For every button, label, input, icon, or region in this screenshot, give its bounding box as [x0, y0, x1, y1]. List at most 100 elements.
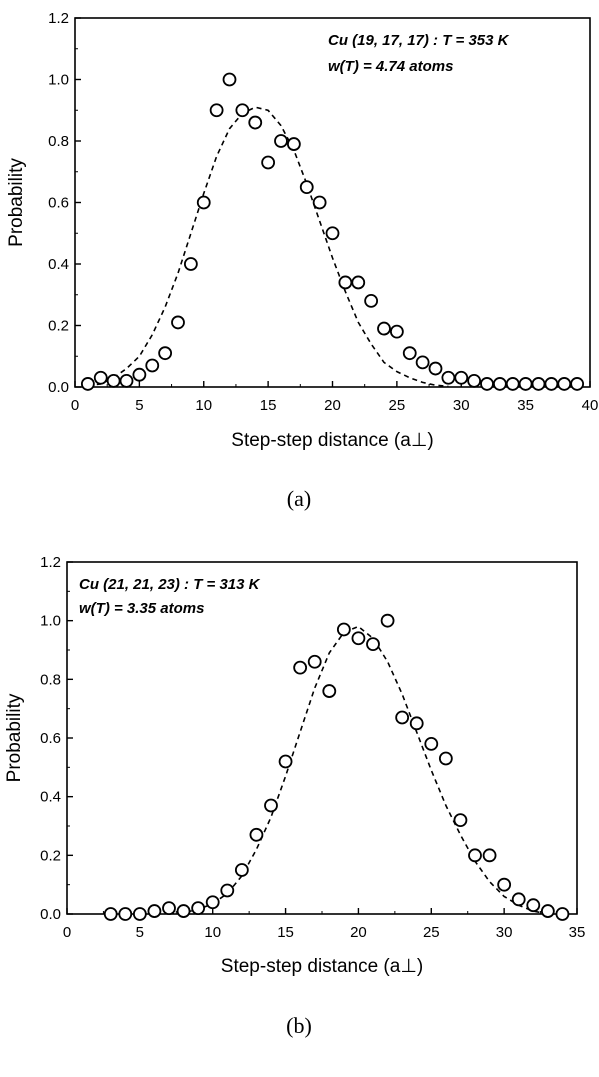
x-axis-label: Step-step distance (a⊥)	[231, 430, 433, 451]
data-point	[261, 155, 276, 170]
data-point	[380, 613, 395, 628]
data-point	[389, 324, 404, 339]
x-tick-label: 20	[324, 397, 341, 414]
data-point	[468, 848, 482, 863]
annotation-text: w(T) = 4.74 atoms	[328, 58, 453, 75]
data-point	[264, 798, 278, 813]
data-point	[191, 901, 206, 916]
y-tick-label: 1.0	[48, 72, 69, 89]
data-point	[183, 257, 198, 271]
data-point	[540, 904, 555, 918]
data-point	[454, 370, 469, 385]
data-point	[274, 134, 288, 148]
chart-panel-b: 0 5 10 15 20 25 30 35 0.0 0.2 0.4 0.6 0.8 1.0 1.2 Step-…	[4, 554, 585, 1038]
data-point	[511, 892, 526, 907]
data-point	[351, 275, 366, 290]
data-point	[118, 907, 133, 921]
x-tick-label: 0	[71, 397, 79, 414]
x-tick-label: 5	[135, 397, 143, 414]
data-point	[249, 827, 264, 842]
data-point	[505, 377, 520, 391]
y-tick-label: 0.2	[48, 318, 69, 335]
data-point	[518, 377, 533, 391]
data-point	[482, 848, 497, 863]
data-point	[438, 751, 453, 766]
chart-panel-a: 0 5 10 15 20 25 30 35 40 0.0 0.2 0.4 0.6 0.8 1.0 1.2 Ste…	[6, 10, 598, 511]
data-point	[570, 377, 585, 391]
y-tick-label: 1.2	[48, 10, 69, 27]
data-point	[147, 904, 162, 918]
y-tick-label: 0.8	[48, 133, 69, 150]
data-point	[322, 684, 337, 698]
x-tick-label: 35	[517, 397, 534, 414]
data-point	[132, 367, 147, 382]
data-point	[402, 346, 417, 361]
annotation-text: w(T) = 3.35 atoms	[79, 600, 204, 617]
data-point	[196, 195, 211, 210]
y-tick-label: 0.8	[40, 671, 61, 688]
y-tick-label: 0.4	[40, 789, 61, 806]
x-tick-label: 25	[389, 397, 406, 414]
x-tick-label: 30	[453, 397, 470, 414]
data-point	[103, 907, 118, 921]
x-tick-label: 30	[496, 924, 513, 941]
y-tick-label: 0.6	[48, 195, 69, 212]
data-point	[467, 373, 482, 388]
data-point	[325, 226, 340, 241]
data-point	[248, 115, 263, 130]
data-point	[555, 907, 570, 921]
y-tick-label: 1.2	[40, 554, 61, 571]
data-point	[312, 195, 327, 210]
x-tick-label: 40	[582, 397, 599, 414]
fit-curve	[168, 625, 549, 915]
x-tick-label: 15	[277, 924, 294, 941]
data-point	[307, 654, 322, 669]
annotation-text: Cu (19, 17, 17) : T = 353 K	[328, 32, 510, 49]
data-point	[119, 373, 134, 388]
panel-caption: (a)	[287, 486, 311, 511]
data-point	[299, 180, 314, 195]
data-point	[278, 754, 293, 769]
data-point	[453, 813, 468, 828]
x-tick-label: 10	[204, 924, 221, 941]
y-tick-label: 0.6	[40, 730, 61, 747]
y-tick-label: 0.4	[48, 256, 69, 273]
data-point	[106, 373, 121, 388]
data-point	[557, 377, 572, 391]
data-point	[220, 883, 235, 898]
data-point	[377, 321, 391, 336]
x-tick-label: 25	[423, 924, 440, 941]
data-point	[366, 637, 380, 652]
y-axis-label: Probability	[4, 693, 25, 782]
y-tick-label: 0.0	[40, 906, 61, 923]
data-point	[415, 355, 430, 370]
data-point	[158, 346, 173, 361]
data-point	[222, 72, 237, 87]
data-point	[544, 377, 559, 391]
x-tick-label: 20	[350, 924, 367, 941]
panel-caption: (b)	[286, 1013, 312, 1038]
data-point	[235, 103, 250, 118]
data-point	[351, 631, 366, 646]
data-point	[145, 358, 160, 373]
data-point	[492, 377, 507, 391]
x-tick-label: 5	[136, 924, 144, 941]
data-point	[171, 315, 185, 330]
x-tick-label: 15	[260, 397, 277, 414]
x-tick-label: 35	[569, 924, 586, 941]
data-point	[497, 877, 512, 892]
data-point	[338, 275, 353, 290]
data-point	[162, 901, 176, 916]
y-tick-label: 1.0	[40, 613, 61, 630]
data-point	[176, 904, 191, 918]
data-point	[209, 103, 224, 118]
data-point	[286, 137, 301, 151]
fit-curve	[87, 106, 449, 388]
y-tick-label: 0.2	[40, 847, 61, 864]
data-point	[205, 895, 220, 910]
data-point	[424, 736, 439, 751]
data-point	[336, 622, 351, 637]
y-axis-label: Probability	[6, 158, 27, 247]
data-point	[480, 377, 494, 391]
